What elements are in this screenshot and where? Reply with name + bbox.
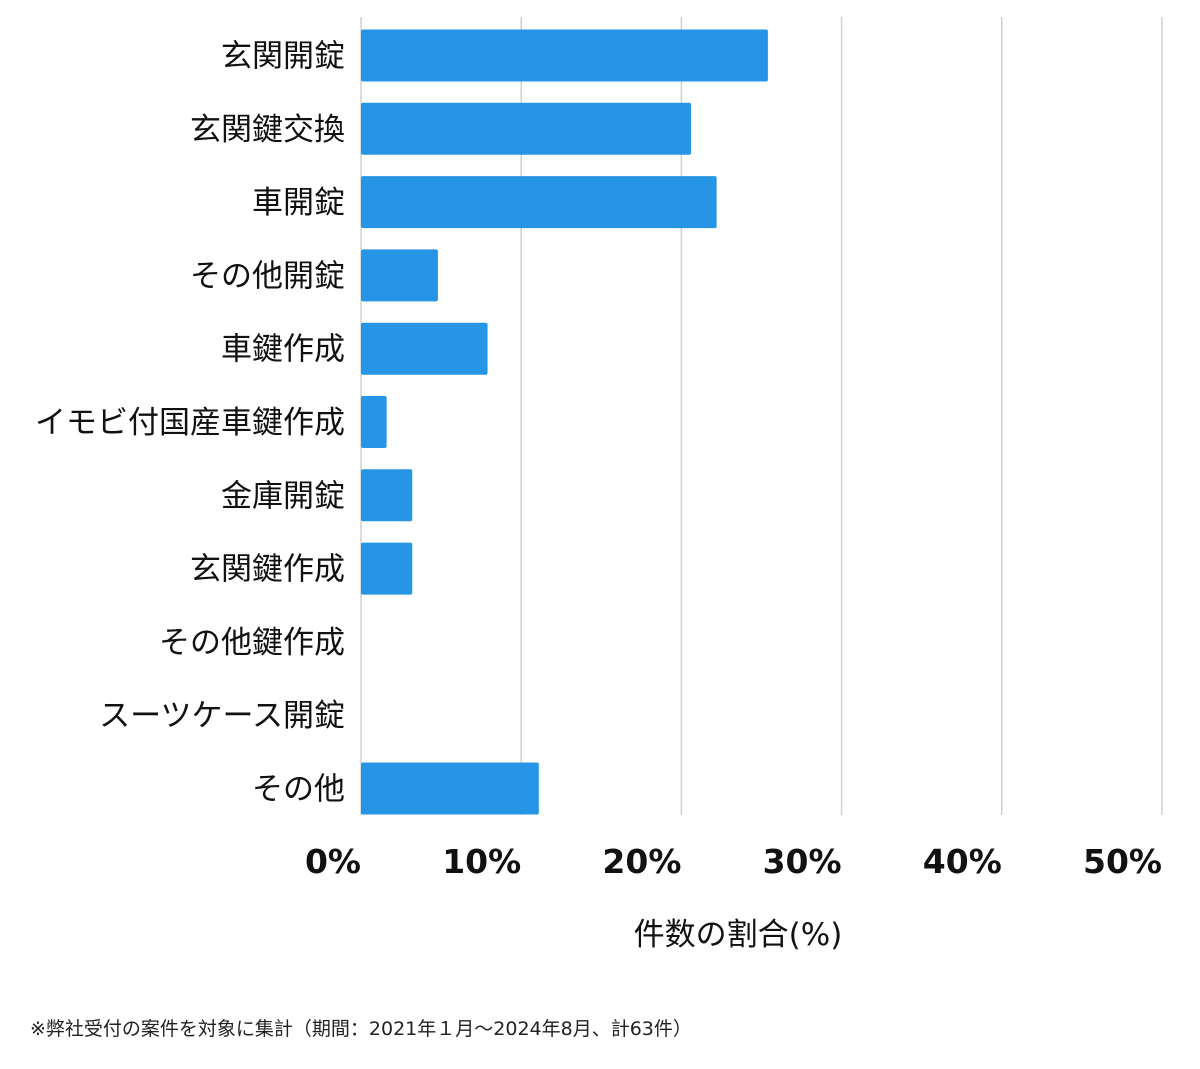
x-tick-label: 40% <box>923 842 1002 881</box>
x-tick-label: 10% <box>442 842 521 881</box>
x-axis-title: 件数の割合(%) <box>634 917 843 953</box>
category-labels: 玄関開錠玄関鍵交換車開錠その他開錠車鍵作成イモビ付国産車鍵作成金庫開錠玄関鍵作成… <box>35 39 345 808</box>
category-label: その他鍵作成 <box>159 625 345 661</box>
category-label: イモビ付国産車鍵作成 <box>35 405 345 441</box>
category-label: 玄関鍵交換 <box>190 112 345 148</box>
category-label: その他開錠 <box>190 258 345 294</box>
x-tick-labels: 0% 10% 20% 30% 40% 50% <box>305 842 1162 881</box>
bar <box>361 396 387 448</box>
category-label: スーツケース開錠 <box>99 698 345 734</box>
bar <box>361 29 768 82</box>
bar <box>361 176 717 229</box>
x-tick-label: 30% <box>763 842 842 881</box>
category-label: 車開錠 <box>252 185 345 221</box>
bar <box>361 469 413 522</box>
category-label: その他 <box>252 772 345 808</box>
x-tick-label: 20% <box>602 842 681 881</box>
bar <box>361 249 438 302</box>
x-tick-label: 50% <box>1083 842 1162 881</box>
category-label: 玄関鍵作成 <box>190 552 345 588</box>
footnote: ※弊社受付の案件を対象に集計（期間：2021年１月～2024年8月、計63件） <box>30 1018 692 1040</box>
x-tick-label: 0% <box>305 842 361 881</box>
bar <box>361 542 413 595</box>
bar <box>361 102 692 155</box>
bars <box>361 29 768 815</box>
bar <box>361 762 539 815</box>
category-label: 金庫開錠 <box>221 478 345 514</box>
category-label: 車鍵作成 <box>221 332 345 368</box>
category-label: 玄関開錠 <box>221 39 345 75</box>
bar <box>361 322 488 375</box>
